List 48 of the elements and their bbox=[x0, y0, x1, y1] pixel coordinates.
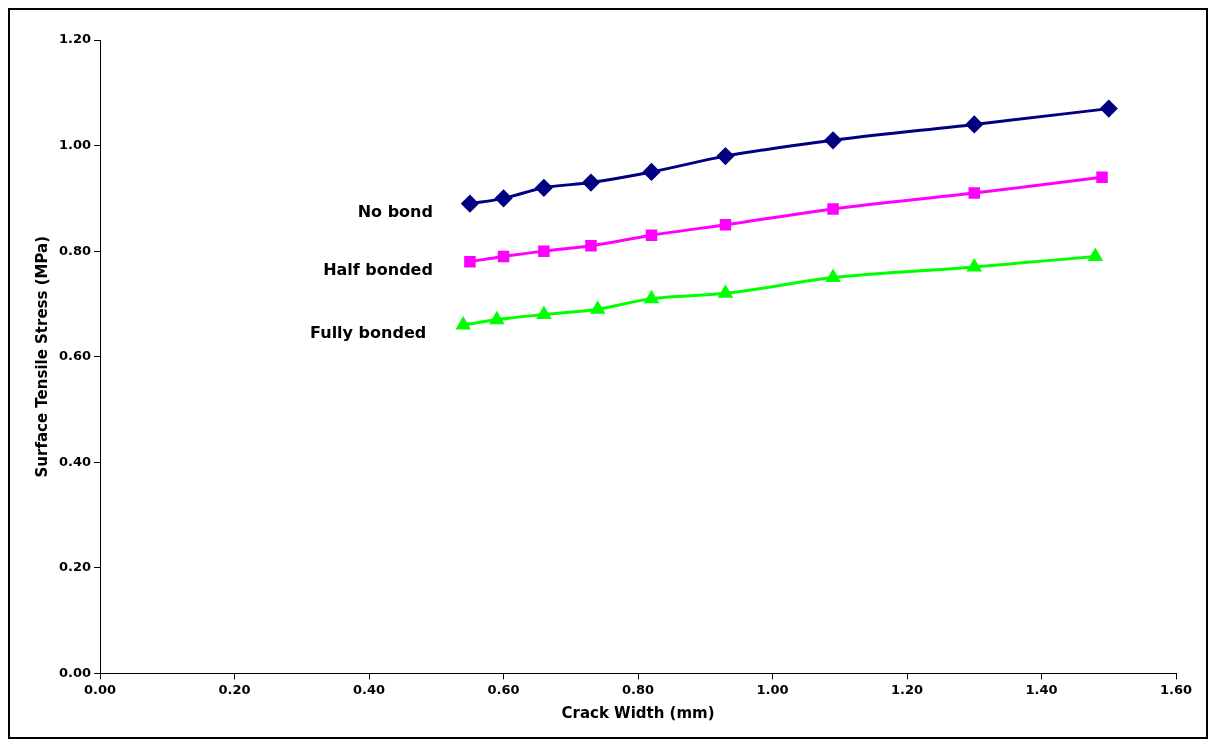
y-tick-label: 0.80 bbox=[59, 242, 92, 258]
x-tick-label: 0.20 bbox=[218, 681, 251, 697]
point bbox=[461, 195, 479, 213]
point bbox=[537, 306, 551, 319]
point bbox=[1088, 248, 1102, 261]
x-tick-label: 1.60 bbox=[1159, 681, 1193, 697]
x-tick-label: 0.00 bbox=[84, 681, 117, 697]
x-tick-label: 1.40 bbox=[1025, 681, 1058, 697]
point bbox=[827, 203, 839, 215]
y-tick-label: 1.20 bbox=[59, 31, 92, 47]
text: Fully bonded bbox=[310, 323, 427, 343]
text: Half bonded bbox=[323, 259, 433, 279]
x-tick-label: 1.00 bbox=[756, 681, 789, 697]
series-label: No bond bbox=[357, 201, 433, 221]
point bbox=[456, 317, 470, 330]
point bbox=[464, 255, 476, 268]
point bbox=[642, 163, 660, 181]
y-tick-label: 0.60 bbox=[59, 348, 92, 364]
x-tick-label: 0.40 bbox=[353, 681, 386, 697]
y-tick-label: 0.40 bbox=[59, 453, 92, 469]
point bbox=[497, 250, 510, 263]
point bbox=[490, 312, 504, 325]
point bbox=[965, 115, 983, 133]
x-axis-title: Crack Width (mm) bbox=[561, 703, 715, 722]
point bbox=[495, 189, 513, 207]
y-tick-label: 0.00 bbox=[59, 664, 92, 680]
point bbox=[967, 259, 981, 272]
point bbox=[719, 219, 732, 231]
y-axis-title: Surface Tensile Stress (MPa) bbox=[32, 235, 51, 478]
point bbox=[582, 174, 600, 192]
point bbox=[718, 285, 733, 298]
point bbox=[590, 301, 605, 314]
point bbox=[1096, 171, 1108, 183]
point bbox=[826, 270, 840, 283]
point bbox=[1100, 100, 1118, 118]
point bbox=[644, 291, 659, 304]
x-tick-label: 0.60 bbox=[487, 681, 520, 697]
y-tick-label: 0.20 bbox=[59, 559, 92, 575]
point bbox=[535, 179, 553, 197]
point bbox=[716, 147, 734, 165]
point bbox=[824, 131, 842, 149]
x-tick-label: 0.80 bbox=[622, 681, 655, 697]
point bbox=[968, 187, 981, 199]
point bbox=[585, 240, 597, 252]
x-tick-label: 1.20 bbox=[890, 681, 924, 697]
point bbox=[538, 245, 550, 257]
y-tick-label: 1.00 bbox=[59, 136, 92, 152]
point bbox=[645, 229, 658, 242]
